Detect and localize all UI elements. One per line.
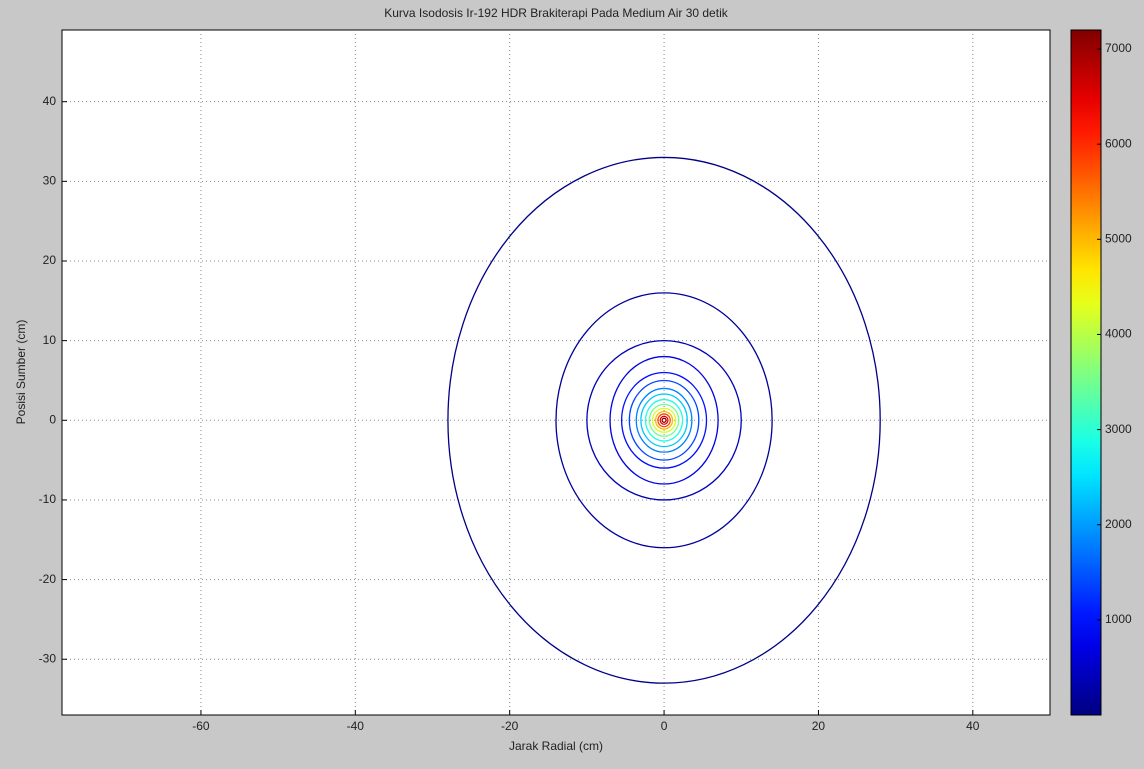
colorbar-tick-label: 6000 [1105, 136, 1132, 150]
x-tick-label: 20 [812, 719, 826, 733]
colorbar-tick-label: 3000 [1105, 422, 1132, 436]
y-tick-label: 10 [43, 333, 57, 347]
y-tick-label: 20 [43, 253, 57, 267]
x-axis-label: Jarak Radial (cm) [509, 739, 603, 753]
colorbar-tick-label: 2000 [1105, 517, 1132, 531]
x-tick-label: 0 [661, 719, 668, 733]
colorbar-tick-label: 5000 [1105, 231, 1132, 245]
y-tick-label: 30 [43, 174, 57, 188]
y-tick-label: -10 [39, 492, 57, 506]
y-axis-label: Posisi Sumber (cm) [14, 320, 28, 425]
y-tick-label: -20 [39, 572, 57, 586]
chart: Kurva Isodosis Ir-192 HDR Brakiterapi Pa… [0, 0, 1144, 769]
colorbar-tick-label: 7000 [1105, 41, 1132, 55]
colorbar-tick-label: 4000 [1105, 327, 1132, 341]
y-tick-label: 40 [43, 94, 57, 108]
x-tick-label: 40 [966, 719, 980, 733]
chart-title: Kurva Isodosis Ir-192 HDR Brakiterapi Pa… [384, 6, 728, 20]
x-tick-label: -40 [347, 719, 365, 733]
x-tick-label: -60 [192, 719, 210, 733]
colorbar-tick-label: 1000 [1105, 612, 1132, 626]
y-tick-label: -30 [39, 651, 57, 665]
y-tick-label: 0 [49, 412, 56, 426]
plot-area [62, 30, 1050, 715]
x-tick-label: -20 [501, 719, 519, 733]
colorbar [1071, 30, 1101, 715]
